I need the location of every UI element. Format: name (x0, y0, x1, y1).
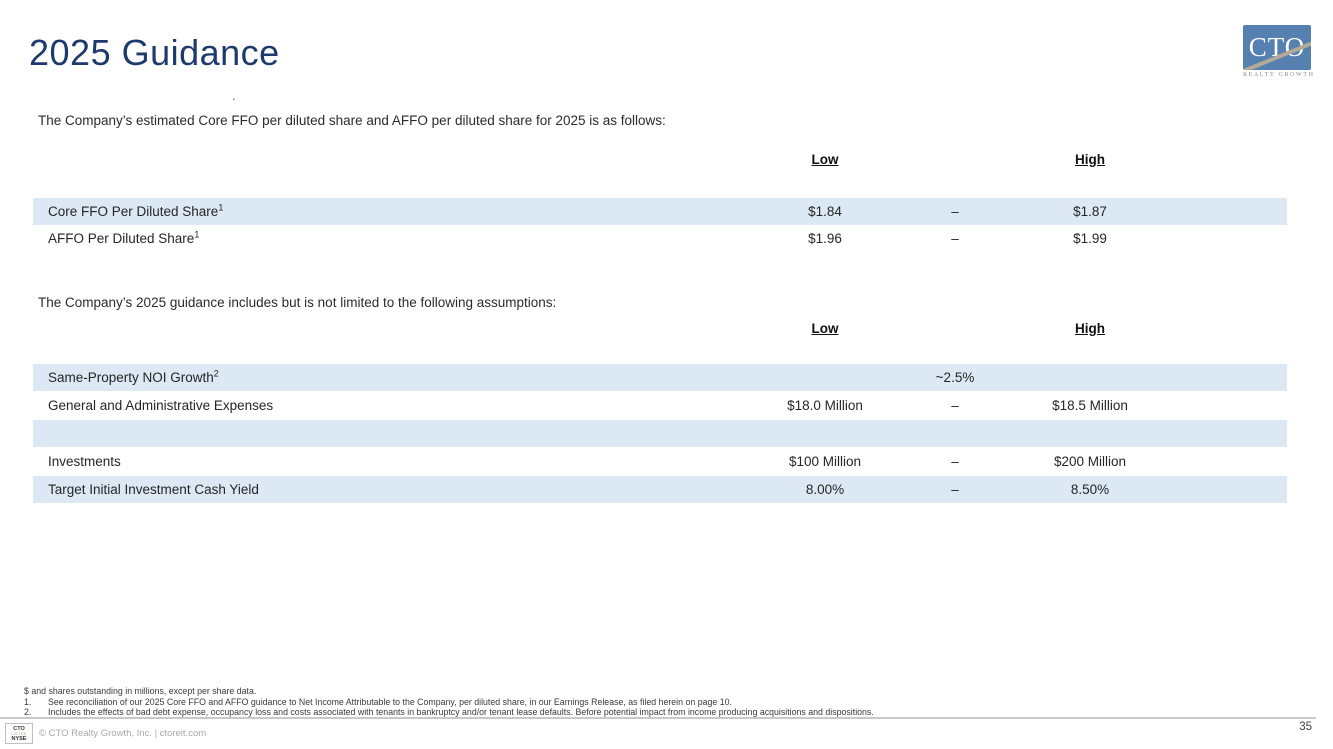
row-range-dash: – (951, 204, 959, 219)
row-low-value: $18.0 Million (787, 398, 863, 413)
row-center-value: ~2.5% (935, 370, 975, 385)
row-high-value: $1.87 (1073, 204, 1107, 219)
row-low-value: $1.96 (808, 231, 842, 246)
row-range-dash: – (951, 482, 959, 497)
row-label: Target Initial Investment Cash Yield (48, 482, 259, 497)
nyse-listed-badge: CTO LISTED NYSE (5, 723, 33, 744)
copyright-text: © CTO Realty Growth, Inc. | ctoreit.com (39, 728, 207, 739)
row-range-dash: – (951, 398, 959, 413)
row-label: Investments (48, 454, 121, 469)
row-high-value: $1.99 (1073, 231, 1107, 246)
footnote-ref: 2 (213, 368, 219, 379)
table-row-empty (33, 420, 1287, 448)
row-low-value (720, 364, 930, 392)
logo-subtext: REALTY GROWTH (1243, 72, 1315, 78)
footnote-text: Includes the effects of bad debt expense… (48, 707, 874, 717)
table-row: Core FFO Per Diluted Share1 $1.84 – $1.8… (33, 198, 1287, 225)
row-label: Same-Property NOI Growth2 (48, 368, 219, 385)
footnote-general: $ and shares outstanding in millions, ex… (24, 686, 257, 696)
row-low-value: $1.84 (808, 204, 842, 219)
column-header-high: High (1075, 152, 1105, 167)
table-row: Investments $100 Million – $200 Million (33, 448, 1287, 476)
guidance-table-assumptions: Same-Property NOI Growth2 ~2.5% General … (33, 364, 1287, 504)
row-label: General and Administrative Expenses (48, 398, 274, 413)
table-row: General and Administrative Expenses $18.… (33, 392, 1287, 420)
table-row: AFFO Per Diluted Share1 $1.96 – $1.99 (33, 225, 1287, 252)
section2-column-headers: Low High (33, 321, 1287, 337)
column-header-low: Low (811, 152, 839, 167)
row-low-value: 8.00% (805, 482, 845, 497)
stray-period-mark: . (232, 88, 236, 103)
row-high-value: 8.50% (1070, 482, 1110, 497)
badge-listed-label: LISTED (11, 731, 27, 736)
section1-intro-text: The Company’s estimated Core FFO per dil… (38, 113, 666, 128)
row-high-value: $200 Million (1053, 454, 1127, 469)
footnote-ref: 1 (194, 229, 200, 240)
row-range-dash: – (951, 231, 959, 246)
section2-intro-text: The Company’s 2025 guidance includes but… (38, 295, 557, 310)
page-title: 2025 Guidance (29, 32, 280, 73)
footnote-ref: 1 (218, 202, 224, 213)
row-label (33, 420, 720, 447)
guidance-table-ffo: Core FFO Per Diluted Share1 $1.84 – $1.8… (33, 198, 1287, 252)
column-header-high: High (1075, 321, 1105, 336)
section1-column-headers: Low High (33, 152, 1287, 168)
cto-logo-box: CTO (1243, 25, 1311, 70)
table-row: Same-Property NOI Growth2 ~2.5% (33, 364, 1287, 392)
row-low-value: $100 Million (788, 454, 862, 469)
row-label: Core FFO Per Diluted Share1 (48, 202, 224, 219)
footnote-item: 1. See reconciliation of our 2025 Core F… (24, 697, 1314, 708)
row-high-value (980, 364, 1200, 392)
footnote-text: See reconciliation of our 2025 Core FFO … (48, 696, 732, 707)
company-logo: CTO REALTY GROWTH (1243, 25, 1315, 78)
row-label: AFFO Per Diluted Share1 (48, 229, 200, 246)
column-header-low: Low (811, 321, 839, 336)
footnote-number: 2. (24, 707, 32, 717)
footnote-number: 1. (24, 696, 32, 707)
table-row: Target Initial Investment Cash Yield 8.0… (33, 476, 1287, 504)
footnotes-block: $ and shares outstanding in millions, ex… (24, 686, 1314, 718)
page-number: 35 (1299, 721, 1312, 733)
row-high-value: $18.5 Million (1052, 398, 1128, 413)
row-range-dash: – (951, 454, 959, 469)
badge-exchange: NYSE (11, 735, 27, 742)
footer-divider-line (0, 717, 1316, 719)
badge-ticker: CTO (13, 725, 25, 732)
footnote-item: 2. Includes the effects of bad debt expe… (24, 707, 1314, 718)
